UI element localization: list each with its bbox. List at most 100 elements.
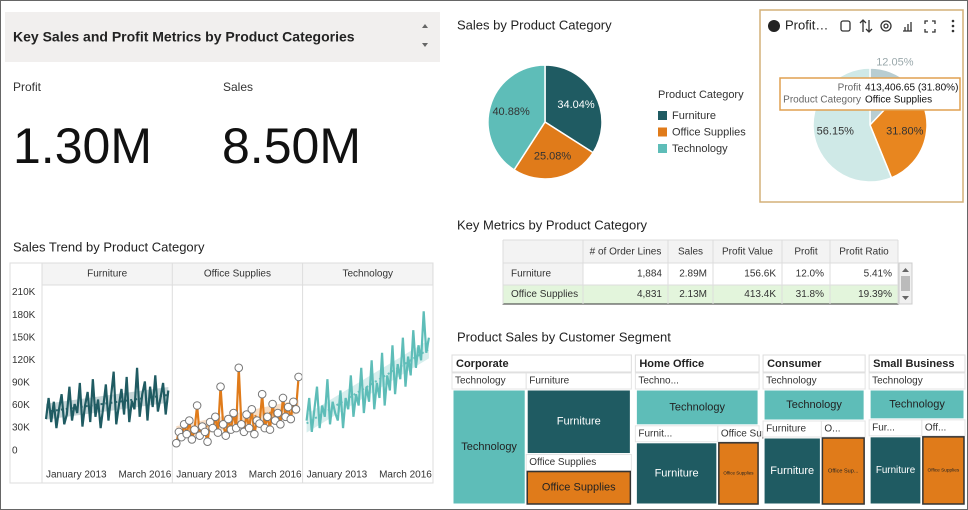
cell-label: Office Supplies: [928, 468, 960, 474]
cell-header: Technology: [766, 376, 817, 387]
point: [200, 427, 210, 437]
cell-header-bg: [921, 419, 966, 437]
point: [283, 402, 293, 412]
table-cell: 19.39%: [858, 289, 892, 300]
point: [289, 397, 298, 407]
table-title: Key Metrics by Product Category: [457, 217, 648, 232]
point: [286, 414, 296, 424]
pie-slice: [513, 120, 595, 180]
cell-label: Furniture: [655, 467, 699, 479]
row-header: Office Supplies: [511, 289, 578, 300]
y-tick-label: 120K: [12, 355, 36, 366]
segment-name: Small Business: [873, 358, 954, 370]
column-header: Profit Value: [722, 247, 773, 258]
pie-slice: [487, 64, 546, 171]
treemap-cell: [869, 389, 965, 420]
treemap-cell: [718, 442, 759, 505]
point: [229, 408, 238, 418]
panel-header: Furniture: [87, 269, 127, 280]
point: [185, 416, 194, 425]
cell-label: Technology: [669, 401, 725, 413]
cell-label: Furniture: [557, 416, 601, 428]
table-cell: 5.41%: [864, 269, 892, 280]
point: [273, 408, 283, 418]
treemap-cell: [635, 389, 759, 426]
column-header: Sales: [678, 247, 703, 258]
legend-label: Office Supplies: [672, 126, 746, 138]
kpi-value: 8.50M: [222, 118, 361, 174]
treemap-cell: [869, 436, 922, 505]
table-cell: 31.8%: [796, 289, 824, 300]
segment-name: Consumer: [767, 358, 822, 370]
cell-label: Technology: [461, 441, 517, 453]
pie-label: 34.04%: [557, 99, 595, 111]
chart-title: Product Sales by Customer Segment: [457, 329, 671, 344]
cell-label: Furniture: [770, 465, 814, 477]
point: [257, 389, 267, 399]
legend-label: Furniture: [672, 110, 716, 122]
pie-label: 31.80%: [886, 125, 924, 137]
segment-header-bg: [762, 354, 866, 373]
point: [192, 401, 202, 410]
legend-swatch: [658, 111, 667, 120]
cell-header-bg: [868, 372, 966, 390]
panel-header: Technology: [342, 269, 393, 280]
kpi-label: Sales: [223, 80, 253, 94]
tooltip-value: Office Supplies: [865, 95, 932, 106]
legend-title: Product Category: [658, 89, 744, 101]
x-tick-label: January 2013: [46, 470, 107, 481]
cell-header: Technology: [455, 376, 506, 387]
x-tick-label: March 2016: [118, 470, 171, 481]
toolbar-icons[interactable]: [840, 19, 936, 33]
x-tick-label: January 2013: [176, 470, 237, 481]
point: [250, 429, 259, 439]
column-header: Profit Ratio: [839, 247, 889, 258]
panel-frame: [9, 262, 434, 484]
treemap-cell: [922, 436, 965, 505]
segment-name: Corporate: [456, 358, 509, 370]
legend-swatch: [658, 144, 667, 153]
pie-label: 12.05%: [876, 56, 914, 68]
y-tick-label: 30K: [12, 423, 30, 434]
segment-header-bg: [451, 354, 632, 373]
treemap-cell: [635, 442, 718, 505]
point: [291, 404, 301, 414]
more-icon[interactable]: [951, 19, 955, 33]
table-cell: 2.13M: [679, 289, 707, 300]
treemap-cell: [763, 389, 865, 421]
cell-header: Furniture: [766, 424, 806, 435]
cell-header-bg: [525, 372, 632, 390]
tooltip-label: Profit: [838, 83, 862, 94]
panel-header: Office Supplies: [204, 269, 271, 280]
cell-label: Office Supplies: [542, 482, 616, 494]
point: [211, 412, 220, 422]
point: [247, 404, 257, 414]
legend-label: Technology: [672, 143, 728, 155]
cell-label: Technology: [786, 399, 842, 411]
treemap-cell: [526, 470, 632, 505]
cell-header: Off...: [925, 422, 947, 433]
header-title: Key Sales and Profit Metrics by Product …: [13, 29, 355, 45]
point: [221, 431, 231, 440]
point: [237, 420, 246, 429]
trend-line: [306, 348, 430, 425]
cell-header-bg: [762, 372, 866, 390]
point: [172, 438, 181, 448]
cell-label: Furniture: [876, 465, 916, 476]
pie-label: 56.15%: [817, 126, 855, 138]
pie-label: 40.88%: [492, 106, 530, 118]
legend-swatch: [658, 127, 667, 137]
kpi-value: 1.30M: [13, 118, 152, 174]
cell-header: Furnit...: [638, 428, 672, 439]
cell-header: Fur...: [872, 422, 895, 433]
point: [234, 363, 244, 373]
point: [190, 425, 199, 434]
pie-label: 25.08%: [534, 150, 572, 162]
cell-label: Office Sup...: [828, 468, 859, 474]
table-cell: 2.89M: [679, 269, 707, 280]
point: [213, 428, 223, 437]
point: [278, 393, 288, 403]
point: [276, 420, 285, 429]
